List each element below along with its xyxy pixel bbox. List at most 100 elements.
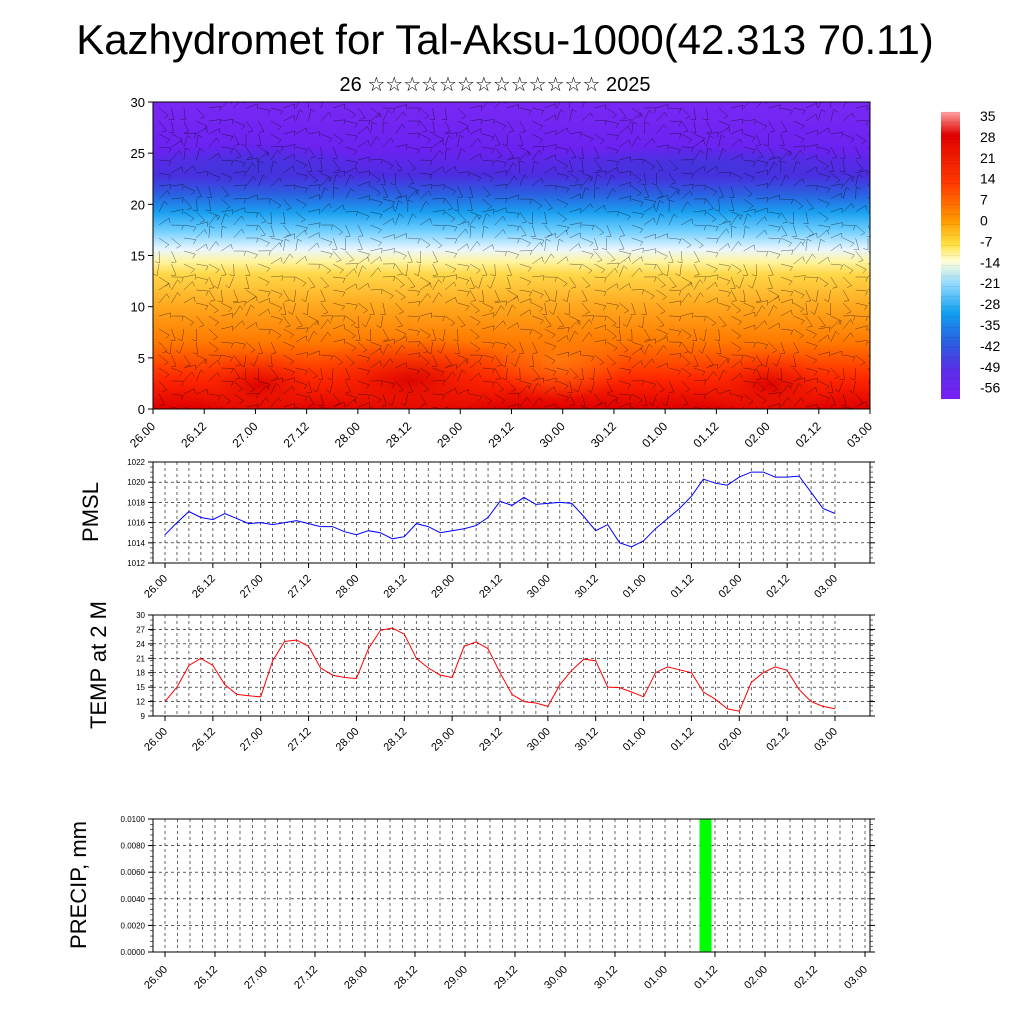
wind-barb [308, 242, 320, 252]
wind-barb [295, 172, 308, 181]
wind-barb [320, 102, 324, 109]
wind-barb [619, 181, 631, 188]
wind-barb [619, 119, 632, 125]
wind-barb [158, 367, 170, 378]
wind-barb [183, 135, 192, 148]
y-tick-label: 1014 [127, 539, 145, 548]
wind-barb [269, 224, 275, 237]
wind-barb [370, 185, 381, 196]
wind-barb [257, 341, 264, 354]
wind-barb [681, 328, 692, 339]
wind-barb [693, 315, 707, 322]
wind-barb [482, 198, 493, 210]
wind-barb [693, 393, 707, 400]
wind-barb [606, 354, 617, 366]
wind-barb [507, 237, 520, 244]
wind-barb [855, 250, 864, 263]
wind-barb [855, 170, 868, 176]
colorbar-levels [941, 111, 960, 400]
wind-barb [594, 315, 607, 321]
wind-barb [192, 341, 198, 355]
wind-barb [283, 315, 291, 328]
wind-barb [507, 120, 515, 133]
y-tick-label: 0.0000 [121, 948, 146, 957]
wind-barb [196, 170, 209, 177]
wind-barb [855, 289, 868, 296]
wind-barb [270, 146, 284, 152]
wind-barb [345, 283, 358, 291]
wind-barb [445, 237, 458, 244]
wind-barb [644, 276, 657, 282]
wind-barb [768, 304, 778, 317]
wind-barb [532, 133, 544, 144]
wind-barb [295, 224, 308, 233]
wind-barb [171, 184, 184, 190]
wind-barb [419, 393, 427, 406]
wind-barb [556, 211, 568, 223]
wind-barb [631, 289, 645, 295]
wind-barb [681, 120, 689, 133]
wind-barb [395, 195, 408, 201]
wind-barb [420, 218, 432, 226]
wind-barb [644, 248, 657, 254]
wind-barb [731, 372, 743, 382]
wind-barb [270, 107, 283, 116]
wind-barb [308, 172, 319, 184]
wind-barb [482, 133, 495, 142]
wind-barb [768, 211, 781, 219]
wind-barb [606, 133, 620, 141]
wind-barb [805, 253, 816, 265]
wind-barb [642, 393, 648, 406]
wind-barb [469, 240, 481, 252]
wind-barb [569, 393, 576, 406]
wind-barb [208, 225, 215, 239]
wind-barb [345, 398, 357, 408]
wind-barb [855, 224, 866, 236]
wind-barb [395, 185, 403, 198]
wind-barb [233, 393, 245, 404]
wind-barb [644, 263, 657, 270]
wind-barb [644, 198, 657, 206]
wind-barb [333, 338, 346, 345]
wind-barb [681, 107, 691, 119]
wind-barb [357, 119, 371, 125]
wind-barb [756, 207, 768, 213]
wind-barb [706, 406, 713, 409]
wind-barb [245, 175, 257, 187]
wind-barb [482, 380, 495, 387]
wind-barb [519, 174, 529, 187]
wind-barb [805, 315, 813, 328]
wind-barb [482, 302, 494, 312]
wind-barb [295, 367, 308, 376]
wind-barb [855, 173, 863, 187]
wind-barb [643, 137, 656, 148]
wind-barb [544, 276, 557, 282]
wind-barb [544, 154, 557, 161]
wind-barb [382, 107, 396, 113]
wind-barb [320, 315, 334, 321]
wind-barb [606, 341, 618, 352]
wind-barb [494, 341, 507, 349]
wind-barb [407, 341, 421, 347]
wind-barb [395, 213, 404, 226]
wind-barb [830, 102, 832, 109]
wind-barb [507, 175, 518, 187]
wind-barb [805, 185, 819, 191]
wind-barb [681, 276, 693, 287]
wind-barb [581, 302, 591, 315]
wind-barb [631, 136, 642, 148]
wind-barb [681, 312, 694, 318]
wind-barb [842, 276, 853, 288]
wind-barb [457, 228, 469, 239]
wind-barb [270, 275, 284, 281]
x-tick-label: 26.12 [178, 419, 209, 450]
wind-barb [246, 194, 258, 200]
wind-barb [469, 302, 480, 314]
wind-barb [320, 250, 333, 259]
wind-barb [270, 133, 282, 144]
wind-barb [233, 171, 246, 177]
wind-barb [606, 267, 618, 278]
wind-barb [693, 198, 707, 204]
wind-barb [333, 324, 345, 330]
wind-barb [432, 354, 438, 367]
